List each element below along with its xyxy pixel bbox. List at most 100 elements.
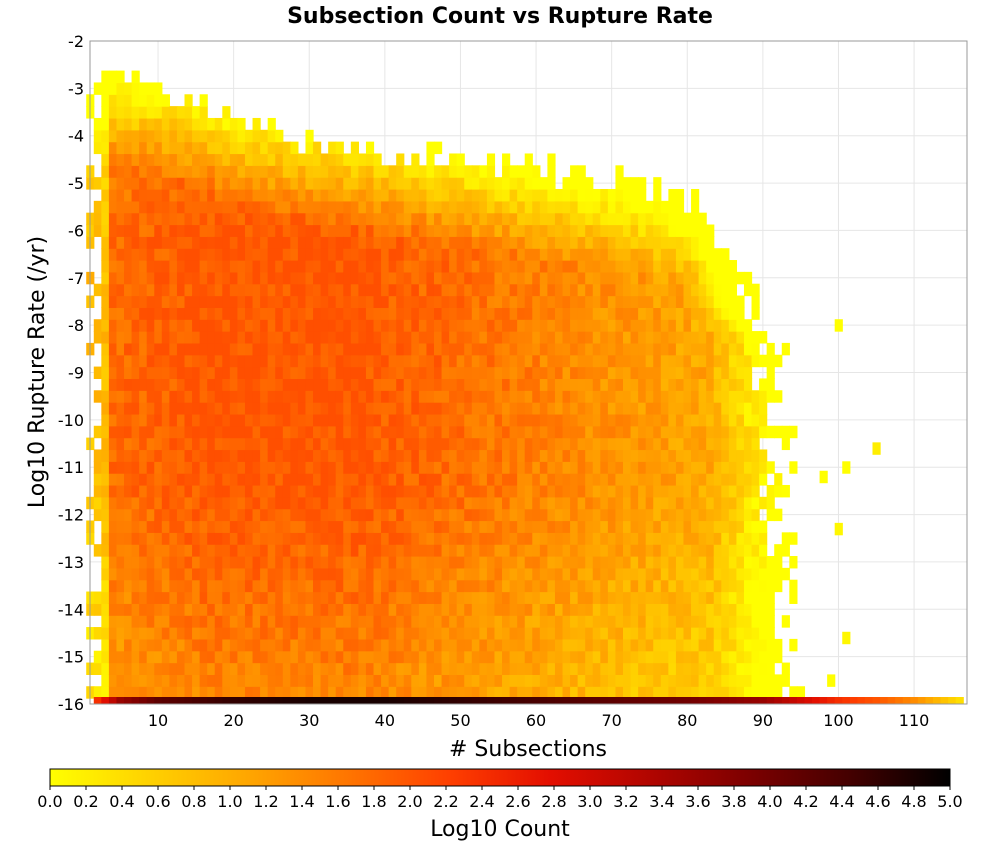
heatmap-cell	[192, 248, 201, 261]
heatmap-cell	[381, 260, 390, 273]
heatmap-cell	[396, 603, 405, 616]
heatmap-cell	[313, 627, 322, 640]
heatmap-cell	[577, 638, 586, 652]
heatmap-cell	[411, 354, 420, 368]
heatmap-cell	[736, 567, 745, 581]
heatmap-cell	[108, 461, 118, 474]
heatmap-cell	[335, 390, 344, 403]
heatmap-cell	[721, 473, 730, 486]
heatmap-cell	[562, 520, 571, 533]
heatmap-cell	[547, 295, 556, 308]
heatmap-cell	[675, 200, 685, 214]
heatmap-cell	[691, 402, 700, 415]
heatmap-cell	[214, 449, 223, 462]
heatmap-cell	[403, 378, 412, 391]
heatmap-cell	[464, 295, 473, 308]
bottom-row-cell	[192, 697, 201, 704]
heatmap-cell	[313, 141, 322, 155]
heatmap-cell	[116, 94, 125, 107]
heatmap-cell	[683, 686, 692, 699]
heatmap-cell	[706, 591, 715, 604]
heatmap-cell	[433, 520, 443, 533]
heatmap-cells	[86, 70, 806, 699]
heatmap-cell	[456, 236, 465, 249]
heatmap-cell	[471, 461, 480, 474]
heatmap-cell	[108, 591, 118, 604]
heatmap-cell	[176, 496, 186, 510]
heatmap-cell	[449, 200, 458, 214]
heatmap-cell	[743, 437, 753, 451]
heatmap-cell	[388, 556, 397, 569]
heatmap-cell	[766, 627, 775, 640]
heatmap-cell	[592, 603, 601, 616]
y-tick-label: -3	[68, 79, 84, 98]
heatmap-cell	[449, 627, 458, 640]
heatmap-cell	[146, 236, 155, 249]
heatmap-cell	[494, 650, 503, 664]
heatmap-cell	[169, 556, 178, 569]
bottom-row-cell	[517, 697, 526, 704]
heatmap-cell	[577, 212, 586, 226]
heatmap-cell	[154, 627, 163, 640]
heatmap-cell	[486, 177, 496, 190]
heatmap-cell	[411, 307, 420, 320]
heatmap-cell	[660, 520, 669, 533]
heatmap-cell	[214, 627, 223, 640]
heatmap-cell	[517, 342, 526, 356]
heatmap-cell	[554, 686, 564, 699]
heatmap-cell	[207, 236, 216, 249]
y-tick-label: -6	[68, 221, 84, 240]
heatmap-cell	[494, 236, 503, 249]
heatmap-cell	[335, 556, 344, 569]
heatmap-cell	[759, 544, 768, 557]
bottom-row-cell	[955, 697, 964, 704]
heatmap-cell	[509, 650, 518, 664]
heatmap-cell	[290, 224, 299, 237]
heatmap-cell	[751, 508, 760, 522]
heatmap-cell	[698, 319, 707, 332]
heatmap-cell	[313, 449, 322, 462]
heatmap-cell	[199, 544, 208, 557]
heatmap-cell	[381, 579, 390, 593]
heatmap-cell	[381, 496, 390, 510]
heatmap-cell	[154, 674, 163, 687]
heatmap-cell	[403, 295, 412, 308]
heatmap-cell	[698, 567, 707, 581]
heatmap-cell	[532, 165, 541, 178]
heatmap-cell	[585, 532, 594, 545]
heatmap-cell	[199, 177, 208, 190]
heatmap-cell	[486, 200, 496, 214]
heatmap-cell	[524, 638, 533, 652]
heatmap-cell	[403, 354, 412, 368]
heatmap-cell	[124, 212, 133, 226]
heatmap-cell	[675, 342, 685, 356]
heatmap-cell	[728, 390, 738, 403]
heatmap-cell	[328, 686, 337, 699]
bottom-row-cell	[736, 697, 745, 704]
heatmap-cell	[683, 236, 692, 249]
heatmap-cell	[668, 449, 677, 462]
heatmap-cell	[698, 591, 707, 604]
heatmap-cell	[441, 520, 450, 533]
heatmap-cell	[554, 520, 564, 533]
heatmap-cell	[260, 603, 269, 616]
heatmap-cell	[570, 260, 579, 273]
heatmap-cell	[532, 638, 541, 652]
heatmap-cell	[275, 165, 284, 178]
heatmap-cell	[396, 473, 405, 486]
heatmap-cell	[244, 437, 254, 451]
heatmap-cell	[721, 295, 730, 308]
heatmap-cell	[471, 591, 480, 604]
heatmap-cell	[199, 342, 208, 356]
heatmap-cell	[124, 117, 133, 131]
heatmap-cell	[592, 686, 601, 699]
heatmap-cell	[176, 579, 186, 593]
heatmap-cell	[124, 129, 133, 143]
heatmap-cell	[547, 556, 556, 569]
heatmap-cell	[539, 425, 549, 439]
heatmap-cell	[449, 177, 458, 190]
heatmap-cell	[252, 603, 261, 616]
heatmap-cell	[297, 662, 307, 676]
heatmap-cell	[494, 520, 503, 533]
heatmap-cell	[365, 319, 375, 332]
